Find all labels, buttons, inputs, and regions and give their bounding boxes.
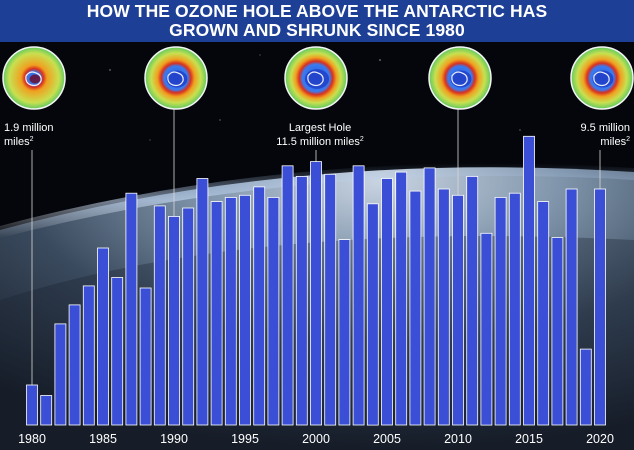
bar-2010	[452, 194, 464, 426]
bar-2009	[437, 188, 450, 426]
pointer-lines	[31, 108, 601, 385]
annotation-2020-line2: miles	[600, 136, 627, 148]
x-tick-1980: 1980	[18, 432, 46, 446]
x-tick-1995: 1995	[231, 432, 259, 446]
ozone-globe-2020	[570, 46, 634, 110]
x-tick-1990: 1990	[160, 432, 188, 446]
bar-2017	[551, 237, 564, 426]
annotation-2020-sup: 2	[626, 136, 630, 143]
bar-2016	[537, 201, 550, 426]
bar-1998	[281, 165, 294, 426]
bar-1988	[139, 287, 152, 426]
ozone-globe-1990	[144, 46, 208, 110]
bar-1982	[54, 323, 67, 426]
bars	[26, 135, 606, 426]
annotation-1980: 1.9 million miles2	[4, 122, 54, 148]
title-line-1: HOW THE OZONE HOLE ABOVE THE ANTARCTIC H…	[86, 1, 548, 21]
bar-1980	[26, 384, 38, 426]
bar-2008	[423, 167, 436, 426]
bar-1992	[196, 178, 209, 426]
x-tick-2020: 2020	[586, 432, 614, 446]
bar-1989	[153, 205, 166, 426]
bar-2014	[508, 192, 521, 426]
annotation-1980-line1: 1.9 million	[4, 122, 54, 134]
x-tick-2005: 2005	[373, 432, 401, 446]
ozone-globe-2010	[428, 46, 492, 110]
x-tick-1985: 1985	[89, 432, 117, 446]
bar-2019	[579, 348, 592, 426]
bar-2007	[409, 190, 422, 426]
bar-2013	[494, 196, 507, 426]
bar-1984	[82, 285, 95, 426]
bar-1994	[224, 196, 237, 426]
bar-2005	[381, 178, 393, 426]
bar-2012	[480, 232, 493, 426]
bar-1999	[295, 175, 308, 426]
bar-1987	[125, 192, 138, 426]
bar-2003	[352, 165, 365, 426]
x-tick-2000: 2000	[302, 432, 330, 446]
bar-1985	[97, 247, 109, 426]
x-tick-2010: 2010	[444, 432, 472, 446]
bar-1996	[253, 186, 266, 426]
annotation-2000-line1: Largest Hole	[288, 122, 352, 134]
bar-1997	[267, 196, 280, 426]
bar-1983	[68, 304, 81, 426]
bar-1993	[210, 201, 223, 426]
bar-1986	[111, 277, 124, 426]
annotation-2020-line1: 9.5 million	[580, 122, 630, 134]
x-tick-labels: 1980 1985 1990 1995 2000 2005 2010 2015 2020	[18, 432, 614, 446]
bar-1991	[182, 207, 195, 426]
x-tick-2015: 2015	[515, 432, 543, 446]
annotation-1980-line2: miles	[4, 136, 30, 148]
annotation-2000-line2: 11.5 million miles	[276, 136, 360, 148]
annotation-1980-sup: 2	[29, 136, 34, 143]
bar-2015	[523, 135, 535, 426]
annotation-2020: 9.5 million miles2	[570, 122, 630, 148]
bar-1995	[239, 194, 251, 426]
bar-2020	[594, 188, 606, 426]
bar-2011	[466, 175, 479, 426]
title-banner: HOW THE OZONE HOLE ABOVE THE ANTARCTIC H…	[0, 0, 634, 42]
bar-1990	[168, 215, 180, 426]
annotation-2000-sup: 2	[359, 136, 364, 143]
bar-2001	[324, 173, 337, 426]
bar-1981	[40, 395, 53, 426]
ozone-globe-1980	[2, 46, 66, 110]
bar-2004	[366, 203, 379, 426]
annotation-2000: Largest Hole 11.5 million miles2	[270, 122, 370, 148]
bar-2002	[338, 239, 351, 426]
bar-2000	[310, 161, 322, 426]
title-line-2: GROWN AND SHRUNK SINCE 1980	[169, 20, 465, 40]
bar-2018	[565, 188, 578, 426]
ozone-globe-2000	[284, 46, 348, 110]
bar-2006	[395, 171, 408, 426]
